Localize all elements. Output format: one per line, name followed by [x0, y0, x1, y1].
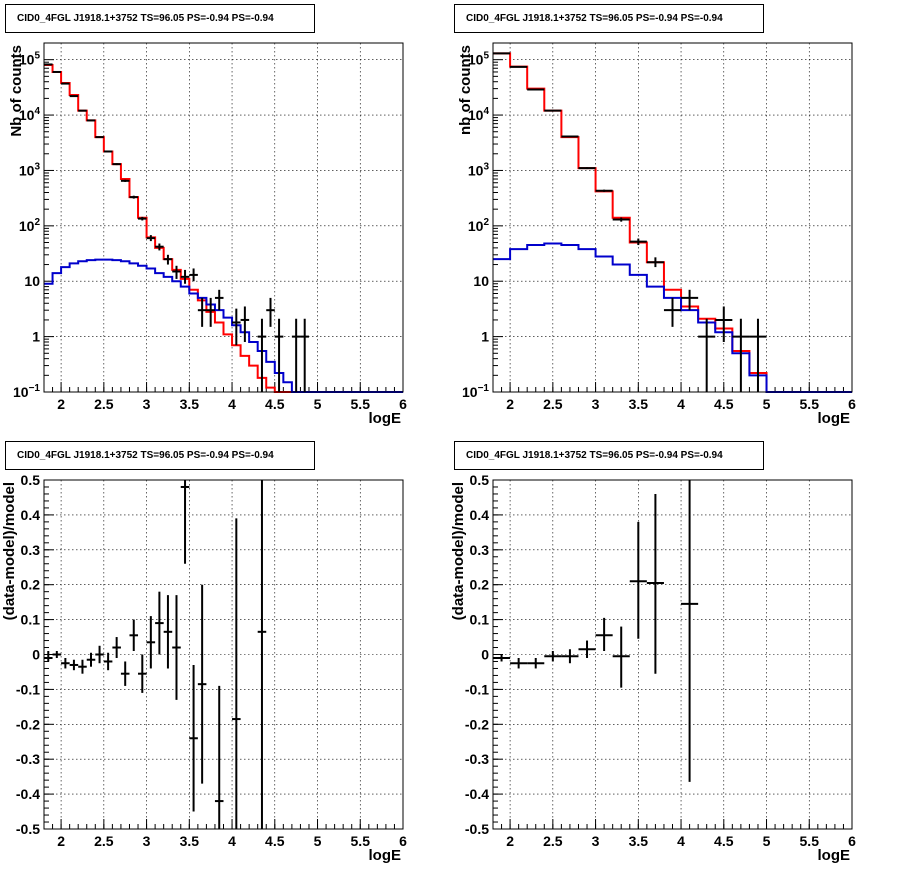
y-tick-label: 0.1	[470, 612, 490, 628]
y-tick-label: 104	[468, 106, 490, 123]
y-tick-label: -0.4	[16, 786, 40, 802]
x-tick-label: 5	[763, 396, 771, 412]
x-axis-label: logE	[818, 410, 851, 427]
y-tick-label: 1	[481, 329, 489, 345]
plot-frame	[492, 42, 853, 393]
y-tick-label: -0.5	[465, 821, 489, 837]
x-axis-label: logE	[818, 847, 851, 864]
x-tick-label: 2	[506, 833, 514, 849]
plot-bottom-right: 2 2.5 3 3.5 4 4.5 5 5.5 6 -0.5 -0.4 -0.3 -0.2 -0.1 0 0.…	[450, 472, 856, 864]
x-tick-label: 6	[399, 833, 407, 849]
x-axis-label: logE	[369, 847, 402, 864]
x-tick-label: 5.5	[351, 396, 371, 412]
plot-title: CID0_4FGL J1918.1+3752 TS=96.05 PS=-0.94…	[454, 441, 764, 470]
y-tick-label: 0.1	[21, 612, 41, 628]
y-tick-label: -0.4	[465, 786, 489, 802]
x-axis-label: logE	[369, 410, 402, 427]
x-tick-label: 2.5	[94, 833, 114, 849]
x-tick-label: 5	[763, 833, 771, 849]
y-tick-label: 10	[473, 273, 489, 289]
x-tick-label: 4	[228, 396, 236, 412]
y-tick-label: -0.2	[16, 716, 40, 732]
panel-top-right: 2 2.5 3 3.5 4 4.5 5 5.5 6 10−1 1 10 102 103 104 105 logE…	[449, 0, 898, 437]
y-tick-label: 102	[19, 217, 41, 234]
x-tick-label: 4.5	[265, 833, 285, 849]
x-tick-label: 5.5	[800, 396, 820, 412]
x-tick-label: 3	[143, 396, 151, 412]
x-tick-label: 2	[57, 396, 65, 412]
y-tick-label: 103	[468, 161, 490, 178]
x-tick-label: 3.5	[629, 833, 649, 849]
x-tick-label: 3.5	[180, 396, 200, 412]
x-tick-label: 4.5	[714, 833, 734, 849]
x-tick-label: 2	[506, 396, 514, 412]
y-tick-label: 105	[468, 51, 490, 68]
plot-title: CID0_4FGL J1918.1+3752 TS=96.05 PS=-0.94…	[5, 441, 315, 470]
x-tick-label: 4.5	[265, 396, 285, 412]
x-tick-label: 4	[677, 396, 685, 412]
x-tick-label: 2	[57, 833, 65, 849]
y-tick-label: -0.1	[465, 681, 489, 697]
total-model-line	[493, 52, 852, 393]
x-tick-label: 2.5	[543, 833, 563, 849]
y-tick-label: 0.5	[470, 472, 490, 488]
y-tick-label: 0	[481, 647, 489, 663]
y-tick-label: -0.3	[465, 751, 489, 767]
x-tick-label: 5.5	[800, 833, 820, 849]
y-tick-label: -0.5	[16, 821, 40, 837]
y-tick-label: 0.5	[21, 472, 41, 488]
y-tick-label: 0.3	[21, 542, 41, 558]
plot-frame	[492, 479, 853, 830]
x-tick-label: 2.5	[94, 396, 114, 412]
y-axis-label: nb of counts	[457, 45, 474, 135]
panel-top-left: 2 2.5 3 3.5 4 4.5 5 5.5 6 10−1 1 10 102 103 104 105 logE…	[0, 0, 449, 437]
plot-top-left: 2 2.5 3 3.5 4 4.5 5 5.5 6 10−1 1 10 102 103 104 105 logE…	[8, 42, 407, 427]
plot-bottom-left: 2 2.5 3 3.5 4 4.5 5 5.5 6 -0.5 -0.4 -0.3 -0.2 -0.1 0 0.…	[1, 472, 407, 864]
y-tick-label: -0.1	[16, 681, 40, 697]
y-axis-label: Nb of counts	[8, 45, 25, 137]
y-tick-label: 0	[32, 647, 40, 663]
y-tick-label: 1	[32, 329, 40, 345]
x-tick-label: 3.5	[629, 396, 649, 412]
source-model-line	[493, 242, 852, 393]
x-tick-label: 6	[399, 396, 407, 412]
y-tick-label: 0.2	[21, 577, 41, 593]
total-model-line	[44, 64, 403, 393]
y-tick-label: 0.4	[470, 507, 490, 523]
x-tick-label: 3	[592, 833, 600, 849]
y-tick-label: 103	[19, 161, 41, 178]
plot-top-right: 2 2.5 3 3.5 4 4.5 5 5.5 6 10−1 1 10 102 103 104 105 logE…	[457, 42, 856, 427]
y-tick-label: 10	[24, 273, 40, 289]
y-tick-label: 10−1	[462, 383, 489, 400]
y-tick-label: 102	[468, 217, 490, 234]
x-tick-label: 2.5	[543, 396, 563, 412]
x-tick-label: 5.5	[351, 833, 371, 849]
plot-title: CID0_4FGL J1918.1+3752 TS=96.05 PS=-0.94…	[454, 4, 764, 33]
y-tick-label: 10−1	[13, 383, 40, 400]
y-axis-label: (data-model)/model	[1, 482, 18, 620]
plot-frame	[43, 479, 404, 830]
y-tick-label: 0.3	[470, 542, 490, 558]
x-tick-label: 4.5	[714, 396, 734, 412]
x-tick-label: 3.5	[180, 833, 200, 849]
y-tick-label: 0.4	[21, 507, 41, 523]
x-tick-label: 3	[143, 833, 151, 849]
x-tick-label: 4	[677, 833, 685, 849]
plot-frame	[43, 42, 404, 393]
x-tick-label: 3	[592, 396, 600, 412]
y-tick-label: -0.3	[16, 751, 40, 767]
x-tick-label: 5	[314, 833, 322, 849]
x-tick-label: 6	[848, 396, 856, 412]
x-tick-label: 5	[314, 396, 322, 412]
y-axis-label: (data-model)/model	[450, 482, 467, 620]
y-tick-label: -0.2	[465, 716, 489, 732]
y-tick-label: 105	[19, 51, 41, 68]
y-tick-label: 104	[19, 106, 41, 123]
x-tick-label: 4	[228, 833, 236, 849]
panel-bottom-right: 2 2.5 3 3.5 4 4.5 5 5.5 6 -0.5 -0.4 -0.3 -0.2 -0.1 0 0.…	[449, 437, 898, 874]
plot-title: CID0_4FGL J1918.1+3752 TS=96.05 PS=-0.94…	[5, 4, 315, 33]
y-tick-label: 0.2	[470, 577, 490, 593]
panel-bottom-left: 2 2.5 3 3.5 4 4.5 5 5.5 6 -0.5 -0.4 -0.3 -0.2 -0.1 0 0.…	[0, 437, 449, 874]
x-tick-label: 6	[848, 833, 856, 849]
